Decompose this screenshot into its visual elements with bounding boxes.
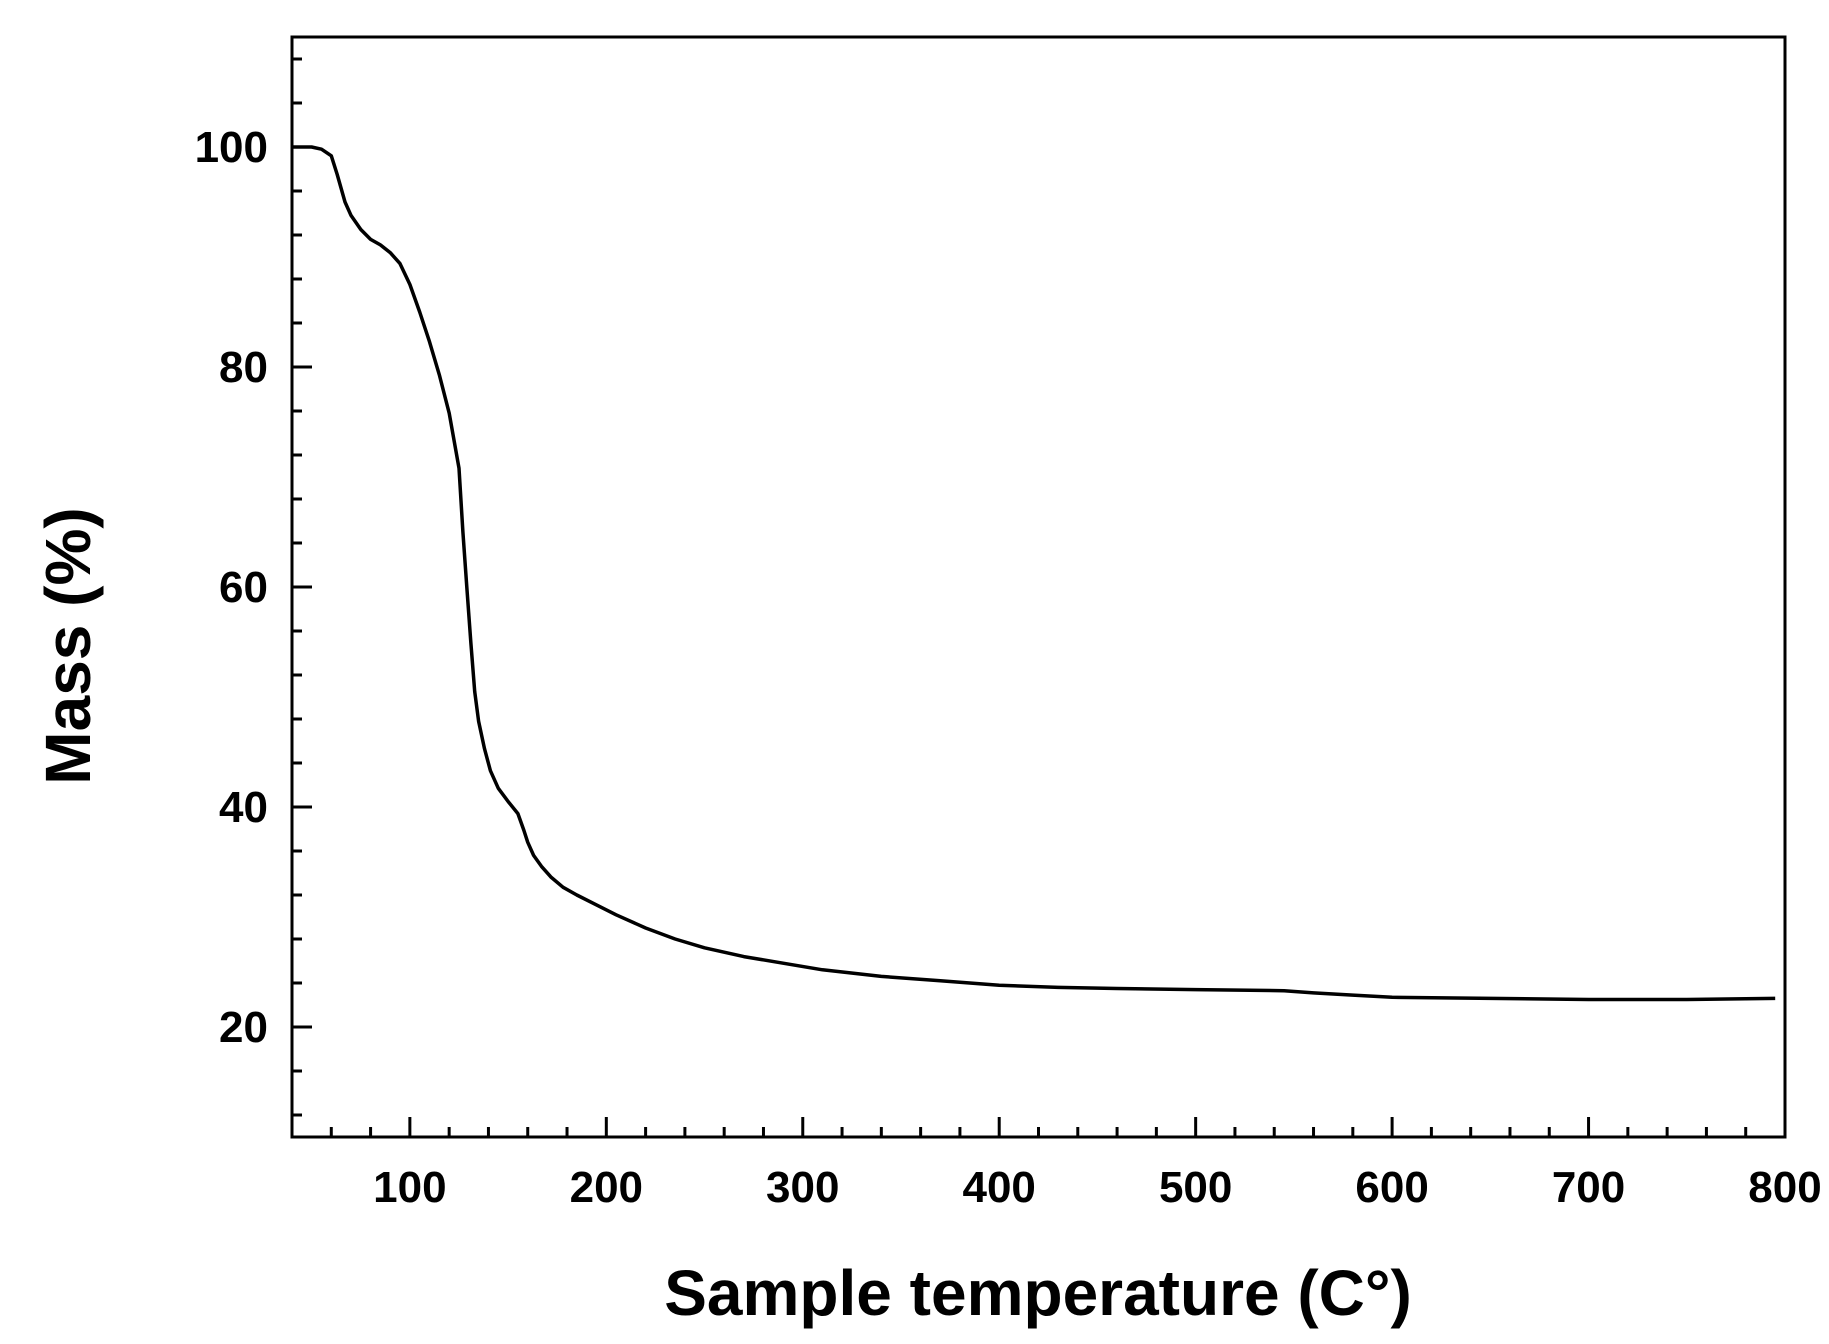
x-axis-title: Sample temperature (C°): [664, 1257, 1412, 1329]
y-axis-ticks: 20 40 60 80 100: [195, 123, 312, 1052]
x-tick-label: 700: [1552, 1163, 1625, 1212]
x-tick-label: 300: [766, 1163, 839, 1212]
x-tick-label: 600: [1355, 1163, 1428, 1212]
y-axis-title: Mass (%): [32, 507, 104, 784]
mass-curve: [292, 145, 1776, 1002]
x-tick-label: 800: [1748, 1163, 1821, 1212]
y-tick-label: 100: [195, 123, 268, 172]
x-tick-label: 500: [1159, 1163, 1232, 1212]
y-tick-label: 60: [219, 563, 268, 612]
y-tick-label: 20: [219, 1003, 268, 1052]
x-tick-label: 400: [962, 1163, 1035, 1212]
y-tick-label: 40: [219, 783, 268, 832]
x-tick-label: 200: [570, 1163, 643, 1212]
x-tick-label: 100: [373, 1163, 446, 1212]
minor-ticks: [290, 57, 1748, 1137]
plot-frame: [290, 35, 1787, 1139]
y-tick-label: 80: [219, 343, 268, 392]
x-axis-ticks: 100 200 300 400 500 600 700 800: [373, 1117, 1822, 1212]
